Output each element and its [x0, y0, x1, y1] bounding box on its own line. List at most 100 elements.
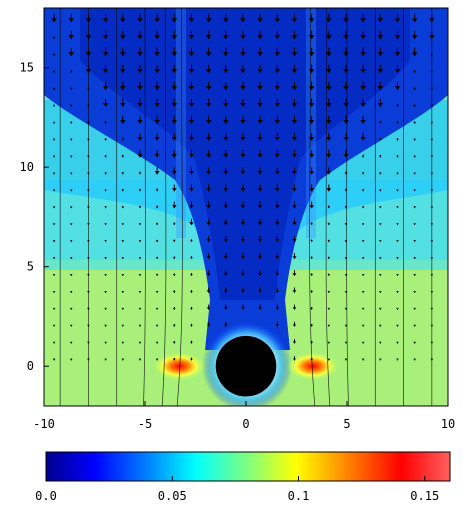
field-line [325, 8, 331, 406]
vector-arrow [173, 222, 176, 226]
vector-arrow [104, 223, 107, 226]
vector-arrow [85, 47, 92, 57]
vector-arrow [413, 87, 416, 91]
vector-arrow [173, 341, 176, 344]
vector-arrow [155, 205, 159, 209]
vector-arrow [104, 324, 107, 327]
x-tick-label: -10 [33, 417, 55, 431]
vector-arrow [190, 323, 193, 327]
vector-arrow [190, 273, 193, 277]
vector-arrow [190, 340, 193, 344]
vector-arrow [413, 240, 416, 243]
vector-arrow [379, 223, 382, 226]
vector-arrow [188, 30, 195, 40]
vector-arrow [190, 256, 193, 260]
vector-arrow [87, 86, 90, 91]
colorbar: 0.0 0.05 0.1 0.15 [35, 451, 451, 503]
vector-arrow [52, 104, 56, 108]
field-line [161, 8, 167, 406]
vector-arrow [240, 47, 246, 57]
vector-arrow [310, 340, 313, 344]
vector-arrow [394, 13, 401, 23]
vector-arrow [154, 115, 160, 124]
vector-arrow [327, 341, 331, 344]
vector-arrow [309, 150, 315, 158]
vector-arrow [69, 223, 73, 226]
vector-arrow [102, 64, 109, 74]
vector-arrow [325, 81, 332, 91]
vector-arrow [396, 223, 399, 226]
vector-arrow [274, 115, 281, 124]
vector-arrow [343, 81, 349, 91]
vector-arrow [413, 189, 416, 192]
vector-arrow [205, 132, 212, 141]
vector-arrow [205, 98, 212, 108]
vector-arrow [240, 115, 246, 124]
vector-arrow [171, 167, 177, 175]
vector-arrow [137, 47, 143, 57]
vector-arrow [69, 307, 73, 310]
vector-arrow [171, 201, 177, 209]
vector-arrow [430, 104, 434, 108]
field-line [176, 8, 183, 406]
vector-arrow [119, 47, 126, 57]
vector-arrow [52, 70, 56, 74]
vector-arrow [52, 307, 56, 310]
vector-arrow [205, 13, 212, 23]
vector-arrow [413, 341, 416, 344]
vector-arrow [154, 81, 160, 91]
vector-arrow [138, 223, 142, 226]
vector-arrow [291, 64, 298, 74]
field-deep-core [80, 8, 410, 300]
vector-arrow [69, 189, 73, 192]
vector-arrow [360, 115, 366, 124]
vector-arrow [102, 81, 109, 91]
vector-arrow [292, 270, 297, 277]
vector-arrow [137, 115, 143, 124]
vector-arrow [119, 81, 126, 91]
field-lines [59, 8, 433, 406]
vector-arrow [222, 30, 229, 40]
vector-arrow [119, 13, 126, 23]
vector-arrow [52, 155, 56, 158]
jet-stripe-right [306, 8, 316, 238]
vector-arrow [361, 257, 365, 260]
vector-arrow [430, 189, 434, 192]
vector-arrow [258, 270, 263, 277]
vector-arrow [396, 257, 399, 260]
vector-arrow [428, 30, 435, 40]
vector-arrow [361, 324, 365, 327]
jet-stripe-left [176, 8, 186, 238]
vector-arrow [430, 172, 434, 175]
vector-arrow [274, 150, 280, 158]
vector-arrow [188, 150, 195, 158]
vector-arrow [379, 341, 382, 344]
vector-arrow [327, 256, 331, 260]
vector-arrow [155, 222, 159, 226]
vector-arrow [222, 13, 229, 23]
vector-arrow [104, 274, 107, 277]
vector-arrow [257, 201, 263, 209]
vector-arrow [430, 341, 434, 344]
vector-arrow [396, 138, 399, 141]
vector-arrow [326, 115, 332, 124]
vector-arrow [344, 257, 348, 260]
vector-arrow [309, 167, 315, 175]
vector-arrow [171, 150, 177, 158]
vector-arrow [344, 324, 348, 327]
vector-arrow [173, 324, 176, 327]
vector-arrow [291, 81, 298, 91]
vector-arrow [119, 98, 126, 108]
vector-arrow [325, 64, 332, 74]
vector-arrow [87, 307, 90, 310]
vector-arrow [189, 184, 194, 192]
vector-arrow [396, 290, 399, 294]
vector-arrow [396, 103, 399, 108]
vector-arrow [327, 307, 331, 310]
vector-arrow [343, 150, 349, 158]
vector-arrow [379, 274, 382, 277]
vector-arrow [396, 324, 399, 327]
vector-arrow [52, 358, 56, 361]
vector-arrow [155, 188, 159, 192]
vector-arrow [292, 253, 297, 260]
